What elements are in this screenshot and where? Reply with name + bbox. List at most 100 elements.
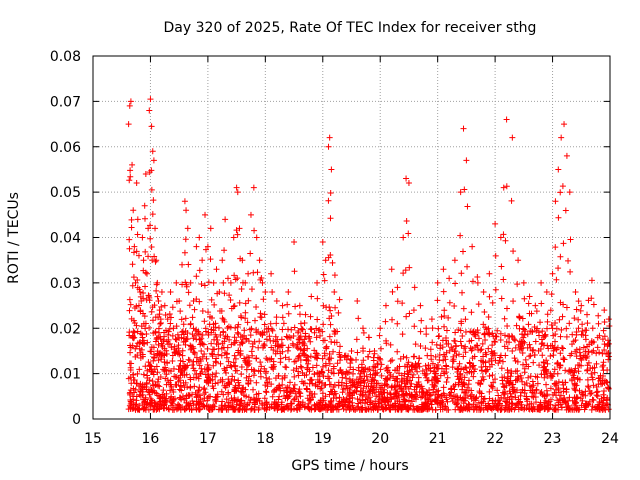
data-point xyxy=(196,267,203,274)
data-point xyxy=(292,358,299,365)
data-point xyxy=(498,406,505,413)
data-point xyxy=(218,406,225,413)
data-point xyxy=(360,329,367,336)
y-axis-label: ROTI / TECUs xyxy=(6,192,22,284)
data-point xyxy=(389,288,396,295)
data-point xyxy=(451,257,458,264)
data-point xyxy=(132,345,139,352)
data-point xyxy=(180,339,187,346)
data-point xyxy=(166,325,173,332)
data-point xyxy=(415,405,422,412)
data-point xyxy=(400,386,407,393)
data-point xyxy=(247,332,254,339)
data-point xyxy=(471,397,478,404)
data-point xyxy=(594,393,601,400)
data-point xyxy=(394,365,401,372)
data-point xyxy=(595,401,602,408)
data-point xyxy=(337,343,344,350)
data-point xyxy=(591,364,598,371)
data-point xyxy=(140,340,147,347)
data-point xyxy=(440,288,447,295)
data-point xyxy=(480,376,487,383)
data-point xyxy=(161,359,168,366)
data-point xyxy=(470,373,477,380)
data-point xyxy=(253,355,260,362)
data-point xyxy=(187,342,194,349)
data-point xyxy=(478,405,485,412)
data-point xyxy=(394,320,401,327)
data-point xyxy=(204,361,211,368)
data-point xyxy=(515,341,522,348)
data-point xyxy=(326,304,333,311)
data-point xyxy=(443,406,450,413)
data-point xyxy=(580,344,587,351)
data-point xyxy=(152,338,159,345)
data-point xyxy=(464,263,471,270)
data-point xyxy=(285,344,292,351)
data-point xyxy=(555,399,562,406)
data-point xyxy=(380,386,387,393)
data-point xyxy=(588,370,595,377)
data-point xyxy=(353,336,360,343)
data-point xyxy=(261,405,268,412)
data-point xyxy=(127,374,134,381)
data-point xyxy=(215,351,222,358)
data-point xyxy=(325,367,332,374)
data-point xyxy=(393,383,400,390)
data-point xyxy=(316,399,323,406)
data-point xyxy=(544,342,551,349)
data-point xyxy=(182,363,189,370)
data-point xyxy=(238,285,245,292)
data-point xyxy=(128,216,135,223)
data-point xyxy=(358,361,365,368)
data-point xyxy=(394,284,401,291)
data-point xyxy=(566,189,573,196)
data-point xyxy=(254,269,261,276)
data-point xyxy=(563,333,570,340)
data-point xyxy=(134,352,141,359)
data-point xyxy=(401,363,408,370)
data-point xyxy=(127,366,134,373)
data-point xyxy=(389,357,396,364)
data-point xyxy=(403,218,410,225)
data-point xyxy=(212,358,219,365)
data-point xyxy=(127,398,134,405)
data-point xyxy=(150,157,157,164)
data-point xyxy=(320,397,327,404)
data-point xyxy=(578,362,585,369)
data-point xyxy=(593,383,600,390)
data-point xyxy=(245,354,252,361)
data-point xyxy=(291,381,298,388)
data-point xyxy=(242,309,249,316)
data-point xyxy=(567,368,574,375)
data-point xyxy=(573,306,580,313)
data-point xyxy=(388,383,395,390)
data-point xyxy=(501,390,508,397)
data-point xyxy=(150,357,157,364)
data-point xyxy=(168,314,175,321)
data-point xyxy=(552,244,559,251)
data-point xyxy=(228,341,235,348)
data-point xyxy=(538,300,545,307)
data-point xyxy=(526,293,533,300)
data-point xyxy=(551,406,558,413)
data-point xyxy=(510,298,517,305)
data-point xyxy=(134,340,141,347)
data-point xyxy=(588,406,595,413)
data-point xyxy=(227,279,234,286)
data-point xyxy=(286,356,293,363)
data-point xyxy=(210,327,217,334)
data-point xyxy=(221,318,228,325)
data-point xyxy=(475,335,482,342)
data-point xyxy=(601,333,608,340)
data-point xyxy=(605,353,612,360)
data-point xyxy=(218,352,225,359)
data-point xyxy=(462,349,469,356)
data-point xyxy=(426,387,433,394)
data-point xyxy=(405,180,412,187)
data-point xyxy=(210,362,217,369)
data-point xyxy=(293,393,300,400)
data-point xyxy=(164,377,171,384)
data-point xyxy=(222,367,229,374)
data-point xyxy=(429,325,436,332)
